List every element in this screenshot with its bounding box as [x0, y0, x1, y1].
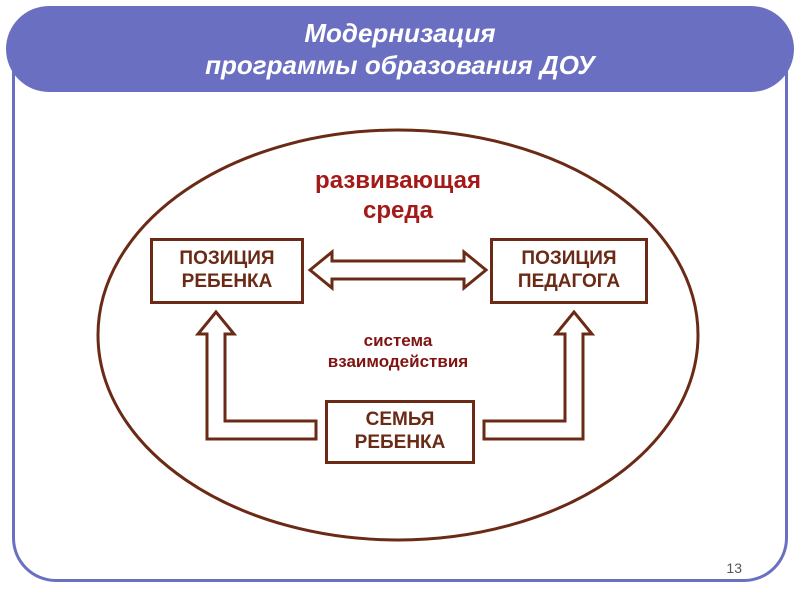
- node-teacher-line1: ПОЗИЦИЯ: [521, 248, 616, 271]
- node-child-line1: ПОЗИЦИЯ: [179, 248, 274, 271]
- caption-top-line1: развивающая: [268, 166, 528, 196]
- node-child-line2: РЕБЕНКА: [182, 271, 273, 294]
- page-number: 13: [726, 560, 742, 576]
- node-family-line2: РЕБЕНКА: [355, 432, 446, 455]
- diagram-svg: [0, 0, 800, 600]
- node-child-family: СЕМЬЯ РЕБЕНКА: [325, 400, 475, 464]
- caption-developing-env: развивающая среда: [268, 166, 528, 226]
- caption-center-line1: система: [268, 330, 528, 351]
- node-teacher-line2: ПЕДАГОГА: [518, 271, 620, 294]
- caption-center-line2: взаимодействия: [268, 351, 528, 372]
- caption-top-line2: среда: [268, 196, 528, 226]
- node-teacher-position: ПОЗИЦИЯ ПЕДАГОГА: [490, 238, 648, 304]
- node-child-position: ПОЗИЦИЯ РЕБЕНКА: [150, 238, 304, 304]
- node-family-line1: СЕМЬЯ: [366, 409, 435, 432]
- caption-interaction-system: система взаимодействия: [268, 330, 528, 373]
